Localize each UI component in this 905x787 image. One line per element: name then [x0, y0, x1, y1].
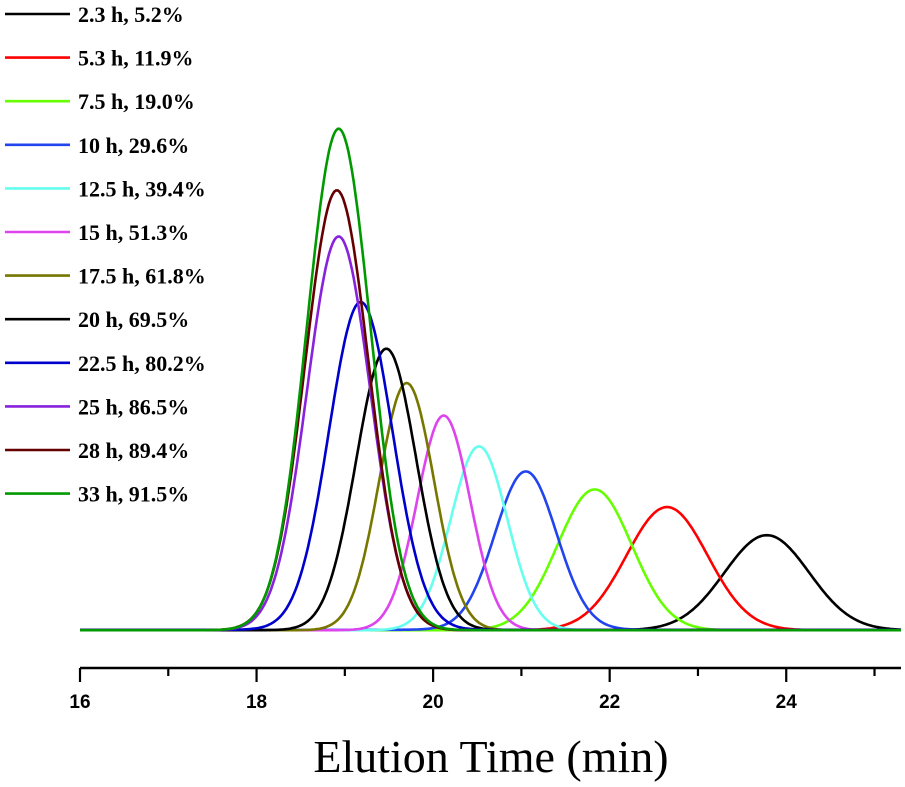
legend-label-11: 28 h, 89.4% [78, 438, 189, 463]
legend-label-3: 7.5 h, 19.0% [78, 89, 195, 114]
legend-label-8: 20 h, 69.5% [78, 307, 189, 332]
series-line-11 [80, 189, 901, 632]
legend-label-4: 10 h, 29.6% [78, 133, 189, 158]
legend-label-2: 5.3 h, 11.9% [78, 46, 194, 71]
legend-label-7: 17.5 h, 61.8% [78, 264, 206, 289]
x-tick-label-22: 22 [599, 692, 620, 713]
legend-label-5: 12.5 h, 39.4% [78, 176, 206, 201]
series-line-2 [80, 505, 901, 632]
legend-label-9: 22.5 h, 80.2% [78, 351, 206, 376]
x-axis-title: Elution Time (min) [313, 731, 668, 782]
legend-label-1: 2.3 h, 5.2% [78, 2, 184, 27]
series-line-3 [80, 488, 901, 632]
series-line-12 [80, 127, 901, 632]
legend-label-6: 15 h, 51.3% [78, 220, 189, 245]
series-line-7 [80, 381, 901, 632]
legend-label-12: 33 h, 91.5% [78, 482, 189, 507]
series-line-4 [80, 470, 901, 632]
x-tick-label-18: 18 [246, 692, 267, 713]
series-line-10 [80, 235, 901, 632]
x-axis: 16 18 20 22 24 [69, 666, 901, 713]
x-tick-label-16: 16 [69, 692, 90, 713]
x-tick-label-24: 24 [776, 692, 798, 713]
curves-layer [80, 127, 902, 632]
series-line-6 [80, 414, 901, 632]
x-tick-label-20: 20 [423, 692, 444, 713]
legend: 2.3 h, 5.2% 5.3 h, 11.9% 7.5 h, 19.0% 10 h,… [5, 2, 206, 507]
legend-label-10: 25 h, 86.5% [78, 394, 189, 419]
